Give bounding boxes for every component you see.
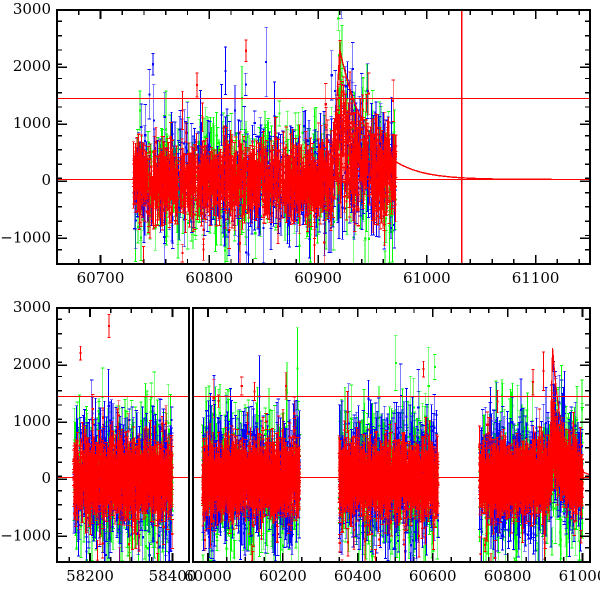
y-tick-label: −1000 xyxy=(0,228,51,246)
y-tick-label: 1000 xyxy=(13,114,51,132)
x-tick-label: 60000 xyxy=(184,567,232,585)
x-tick-label: 60200 xyxy=(259,567,307,585)
y-tick-label: 3000 xyxy=(13,0,51,18)
x-tick-label: 60900 xyxy=(294,269,342,287)
x-tick-label: 61100 xyxy=(512,269,560,287)
y-tick-label: 3000 xyxy=(13,298,51,316)
y-tick-label: −1000 xyxy=(0,526,51,544)
y-tick-label: 2000 xyxy=(13,57,51,75)
x-tick-label: 61000 xyxy=(559,567,600,585)
y-tick-label: 0 xyxy=(41,171,51,189)
x-tick-label: 60800 xyxy=(484,567,532,585)
x-tick-label: 60700 xyxy=(77,269,125,287)
y-tick-label: 0 xyxy=(41,469,51,487)
x-tick-label: 60600 xyxy=(409,567,457,585)
x-tick-label: 60400 xyxy=(334,567,382,585)
x-tick-label: 61000 xyxy=(403,269,451,287)
y-tick-label: 1000 xyxy=(13,412,51,430)
x-tick-label: 58200 xyxy=(66,567,114,585)
y-tick-label: 2000 xyxy=(13,355,51,373)
x-tick-label: 60800 xyxy=(185,269,233,287)
